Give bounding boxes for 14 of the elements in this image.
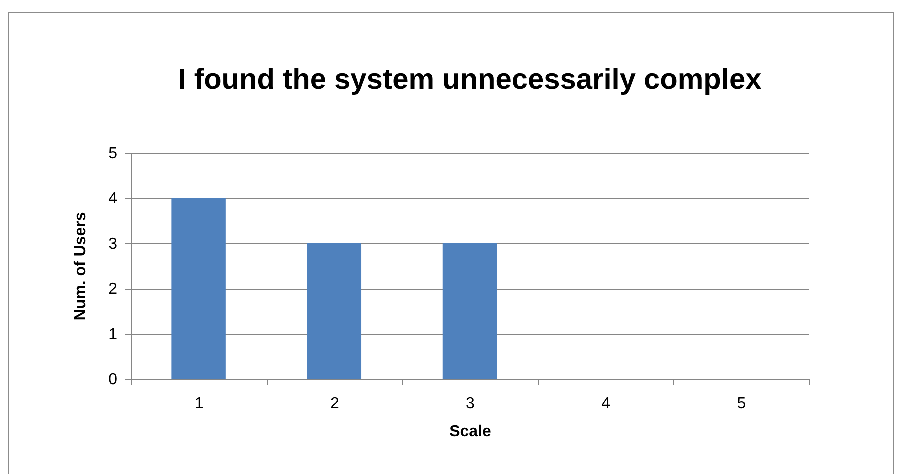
y-tick-label: 0 [108, 372, 118, 388]
x-tick-label: 1 [194, 396, 204, 412]
y-tick-label: 4 [108, 190, 118, 208]
x-tick-label: 2 [330, 396, 340, 412]
y-tick-label: 1 [108, 326, 118, 344]
x-tick-label: 3 [466, 396, 476, 412]
y-tick-label: 5 [108, 146, 118, 162]
y-axis-title: Num. of Users [72, 212, 90, 321]
y-tick-label: 2 [108, 281, 118, 298]
x-axis-title: Scale [450, 424, 492, 440]
y-tick-label: 3 [108, 236, 118, 253]
x-tick-label: 4 [602, 396, 611, 412]
chart-title: I found the system unnecessarily complex [178, 64, 762, 96]
x-tick-label: 5 [737, 396, 746, 412]
